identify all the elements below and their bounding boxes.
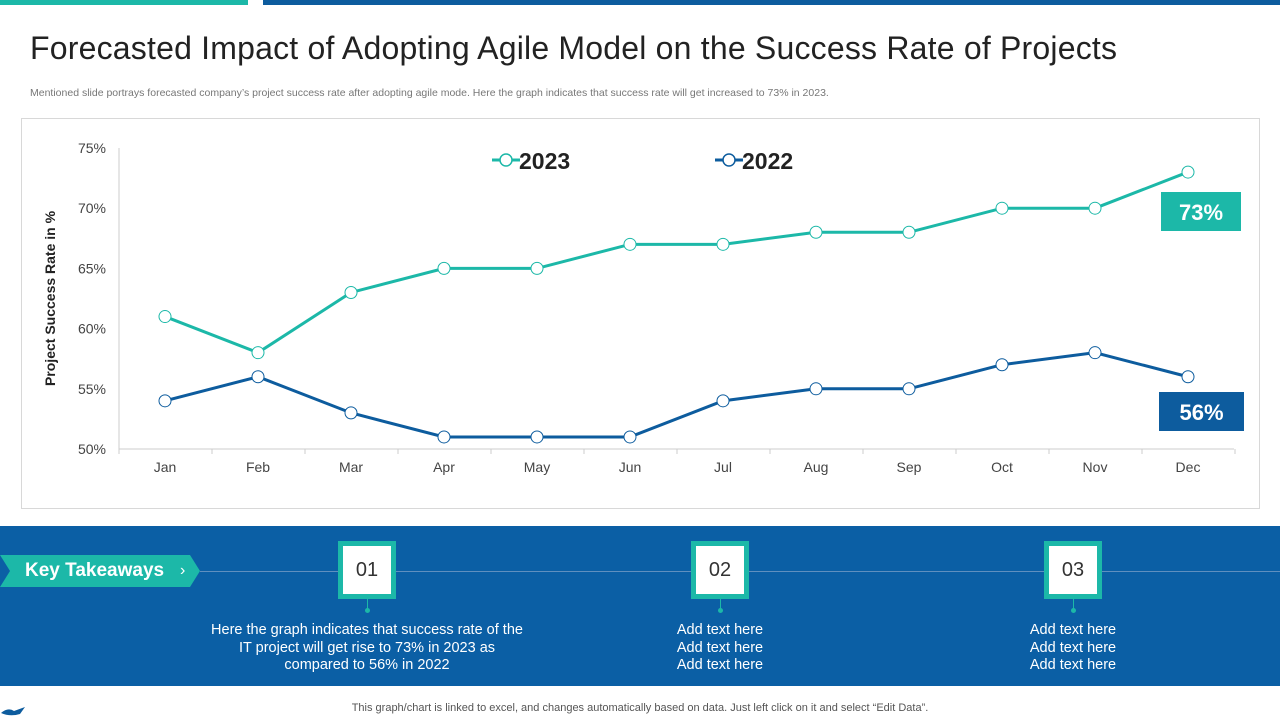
y-tick-label: 65% <box>78 260 106 276</box>
page-title: Forecasted Impact of Adopting Agile Mode… <box>30 30 1118 66</box>
data-point <box>251 370 265 384</box>
data-point <box>344 406 358 420</box>
takeaway-text-3: Add text here Add text here Add text here <box>883 622 1263 675</box>
data-point <box>623 430 637 444</box>
y-tick-label: 75% <box>78 140 106 156</box>
connector-dot <box>1071 608 1076 613</box>
legend-marker <box>499 153 513 167</box>
takeaway-line: Add text here <box>1029 639 1117 656</box>
data-point <box>995 358 1009 372</box>
data-point <box>902 382 916 396</box>
data-point <box>623 237 637 251</box>
takeaway-line: Add text here <box>676 657 764 673</box>
takeaway-line: Add text here <box>676 622 764 638</box>
x-tick-label: Nov <box>1083 459 1108 475</box>
logo-icon <box>1 707 25 716</box>
x-tick-label: Sep <box>897 459 922 475</box>
x-tick-label: Mar <box>339 459 363 475</box>
takeaway-line: Here the graph indicates that success ra… <box>211 622 523 638</box>
takeaway-line: IT project will get rise to 73% in 2023 … <box>238 639 496 656</box>
data-point <box>530 261 544 275</box>
data-point <box>158 310 172 324</box>
series-line-2022 <box>164 351 1189 439</box>
end-value-badge <box>1159 392 1244 431</box>
page-subtitle: Mentioned slide portrays forecasted comp… <box>30 87 829 99</box>
data-point <box>1088 201 1102 215</box>
line-chart: 50% 55% 60% 65% 70% 75% Jan Feb Mar Apr May Jun Jul A… <box>42 140 1244 475</box>
x-tick-label: Jan <box>154 459 177 475</box>
data-point <box>437 261 451 275</box>
x-tick-label: Oct <box>991 459 1013 475</box>
takeaway-number-2: 02 <box>691 541 749 599</box>
x-tick-label: Jun <box>619 459 642 475</box>
y-tick-label: 70% <box>78 200 106 216</box>
y-tick-label: 60% <box>78 321 106 337</box>
data-point <box>809 225 823 239</box>
key-takeaways-label: Key Takeaways › <box>0 555 200 587</box>
accent-bar-teal <box>0 0 248 5</box>
legend-label-2023: 2023 <box>519 148 570 174</box>
data-point <box>344 285 358 299</box>
accent-bar-blue <box>263 0 1280 5</box>
data-point <box>1088 346 1102 360</box>
takeaway-line: Add text here <box>1029 657 1117 673</box>
data-point <box>902 225 916 239</box>
chevron-right-icon: › <box>180 562 186 579</box>
end-value-badge <box>1161 192 1241 231</box>
x-tick-label: Jul <box>714 459 732 475</box>
data-point <box>995 201 1009 215</box>
takeaway-line: Add text here <box>1029 622 1117 638</box>
takeaway-number-3: 03 <box>1044 541 1102 599</box>
connector <box>367 599 368 609</box>
series-line-2023 <box>164 170 1189 355</box>
takeaway-text-2: Add text here Add text here Add text here <box>530 622 910 675</box>
data-point <box>251 346 265 360</box>
data-point <box>716 394 730 408</box>
connector <box>720 599 721 609</box>
x-tick-label: Dec <box>1176 459 1201 475</box>
connector-dot <box>718 608 723 613</box>
data-point <box>1181 165 1195 179</box>
footer-note: This graph/chart is linked to excel, and… <box>351 702 929 714</box>
y-tick-label: 50% <box>78 441 106 457</box>
x-tick-label: Apr <box>433 459 455 475</box>
chart-container[interactable]: 50% 55% 60% 65% 70% 75% Jan Feb Mar Apr May Jun Jul A… <box>21 118 1260 509</box>
data-point <box>1181 370 1195 384</box>
end-value-label: 56% <box>1179 400 1223 425</box>
connector <box>1073 599 1074 609</box>
legend-marker <box>722 153 736 167</box>
x-tick-label: Feb <box>246 459 270 475</box>
y-axis-label: Project Success Rate in % <box>42 210 58 386</box>
legend-label-2022: 2022 <box>742 148 793 174</box>
x-tick-label: May <box>524 459 550 475</box>
takeaway-line: compared to 56% in 2022 <box>284 657 450 673</box>
data-point <box>809 382 823 396</box>
x-tick-label: Aug <box>804 459 829 475</box>
takeaway-text-1: Here the graph indicates that success ra… <box>177 622 557 675</box>
takeaway-number-1: 01 <box>338 541 396 599</box>
data-point <box>158 394 172 408</box>
data-point <box>530 430 544 444</box>
data-point <box>437 430 451 444</box>
data-point <box>716 237 730 251</box>
takeaway-line: Add text here <box>676 639 764 656</box>
y-tick-label: 55% <box>78 381 106 397</box>
connector-dot <box>365 608 370 613</box>
end-value-label: 73% <box>1179 200 1223 225</box>
